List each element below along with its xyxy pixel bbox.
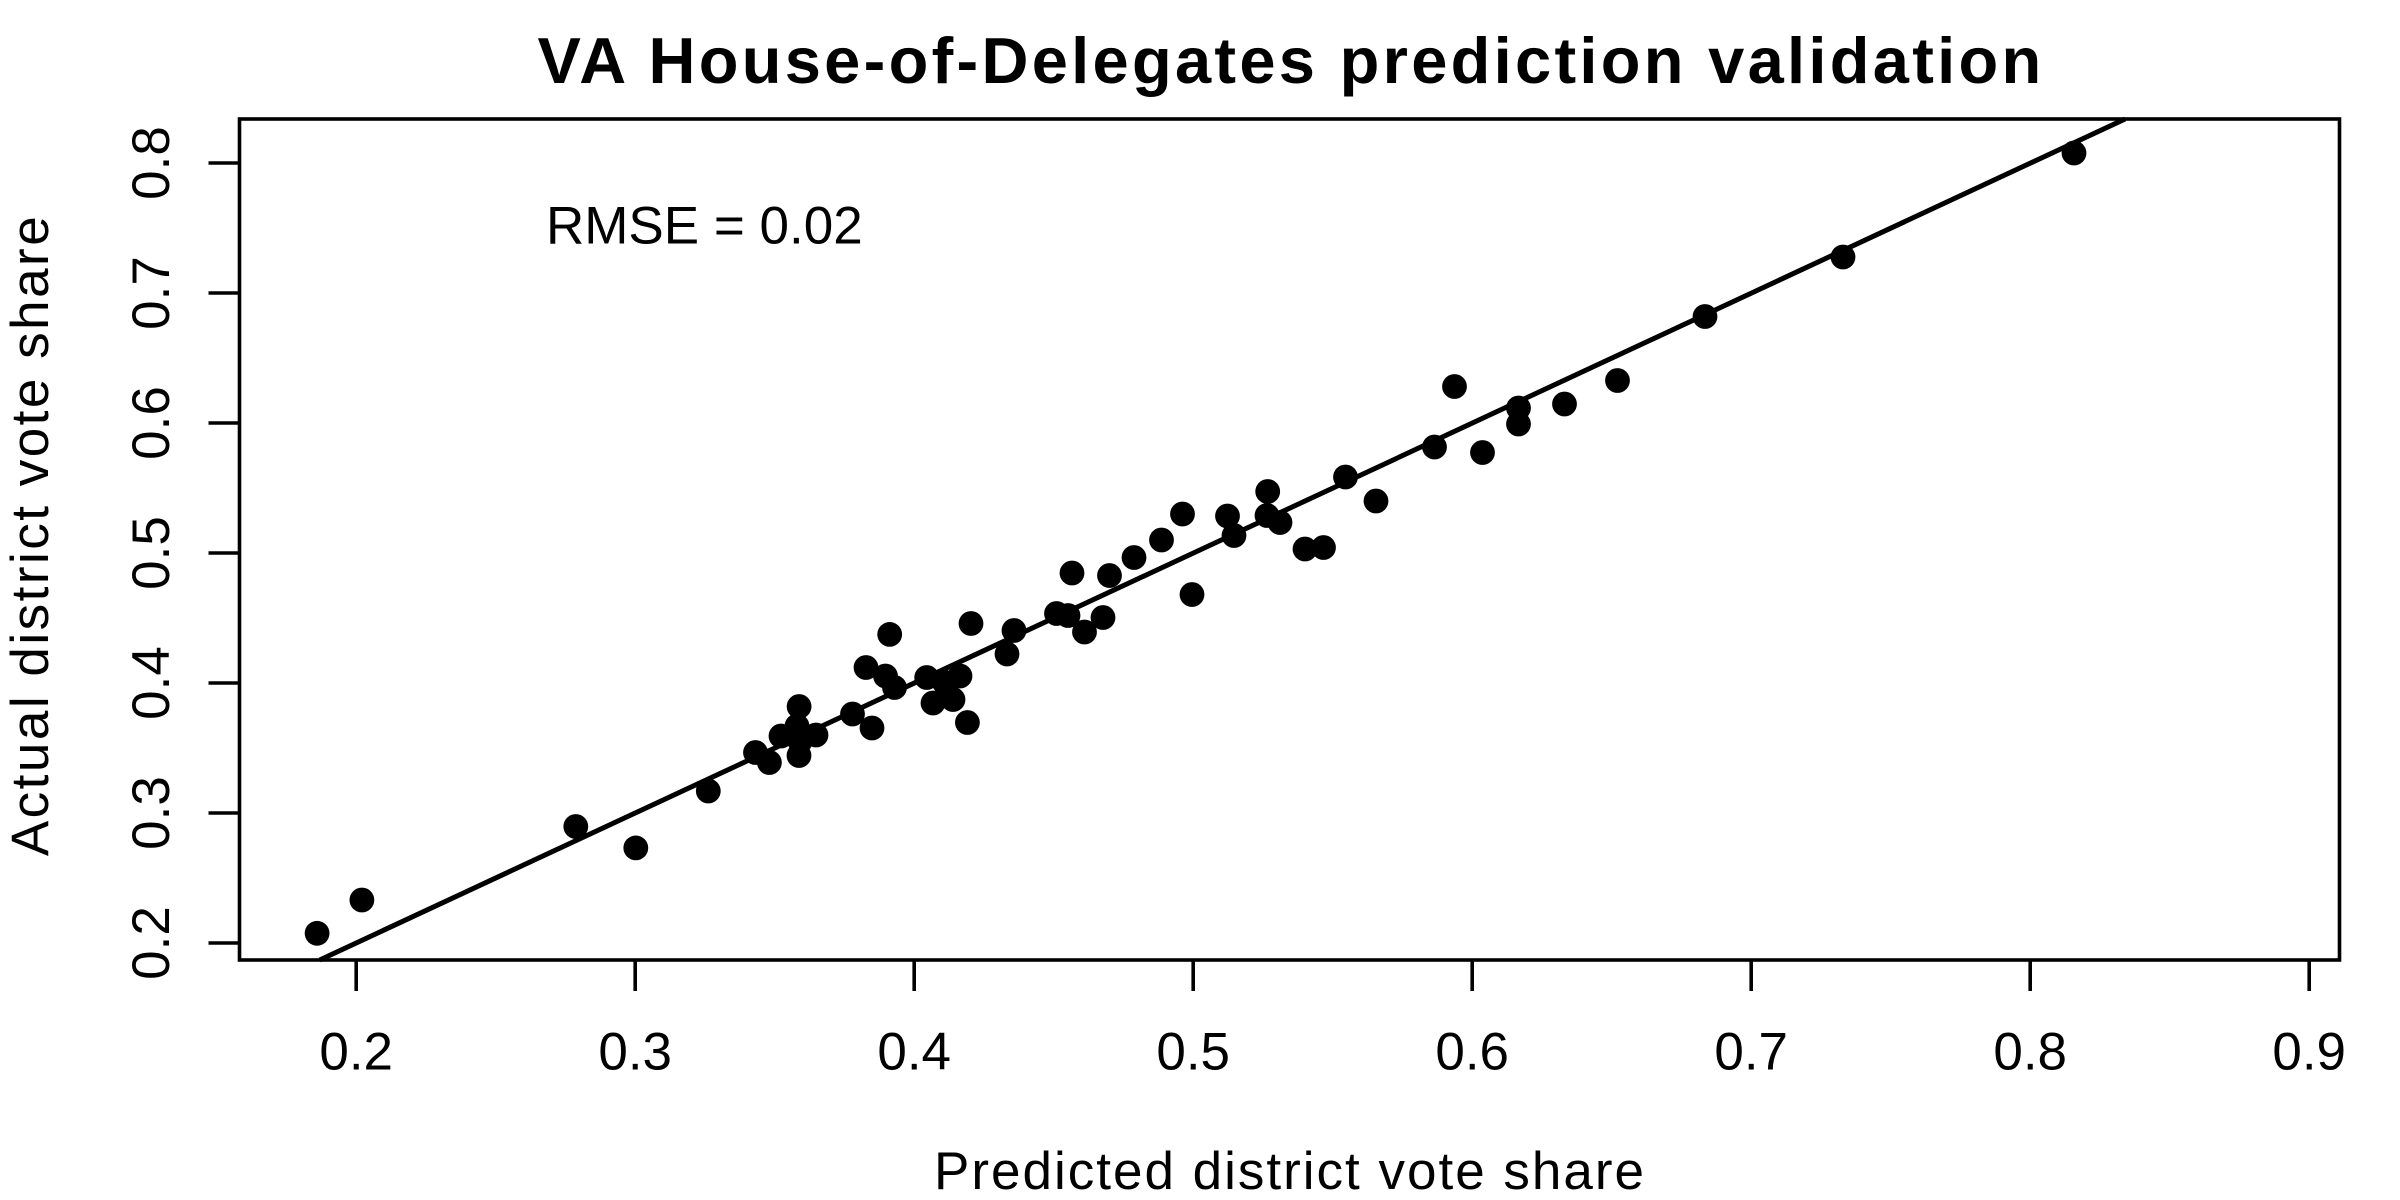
svg-text:0.4: 0.4 <box>122 646 181 720</box>
svg-text:VA House-of-Delegates predicti: VA House-of-Delegates prediction validat… <box>537 24 2044 97</box>
svg-text:0.3: 0.3 <box>122 776 181 850</box>
svg-text:0.5: 0.5 <box>122 516 181 590</box>
svg-text:0.7: 0.7 <box>1714 1023 1788 1082</box>
svg-text:0.2: 0.2 <box>122 906 181 980</box>
svg-text:0.8: 0.8 <box>122 126 181 200</box>
svg-text:Actual district vote share: Actual district vote share <box>1 214 60 856</box>
svg-text:RMSE = 0.02: RMSE = 0.02 <box>546 197 863 256</box>
svg-text:0.6: 0.6 <box>1435 1023 1509 1082</box>
svg-text:0.3: 0.3 <box>598 1023 672 1082</box>
svg-text:0.6: 0.6 <box>122 386 181 460</box>
svg-text:0.2: 0.2 <box>319 1023 393 1082</box>
svg-text:0.9: 0.9 <box>2272 1023 2346 1082</box>
svg-text:0.5: 0.5 <box>1156 1023 1230 1082</box>
svg-text:0.7: 0.7 <box>122 256 181 330</box>
svg-text:0.4: 0.4 <box>877 1023 951 1082</box>
svg-text:Predicted district vote share: Predicted district vote share <box>934 1142 1646 1200</box>
svg-text:0.8: 0.8 <box>1993 1023 2067 1082</box>
